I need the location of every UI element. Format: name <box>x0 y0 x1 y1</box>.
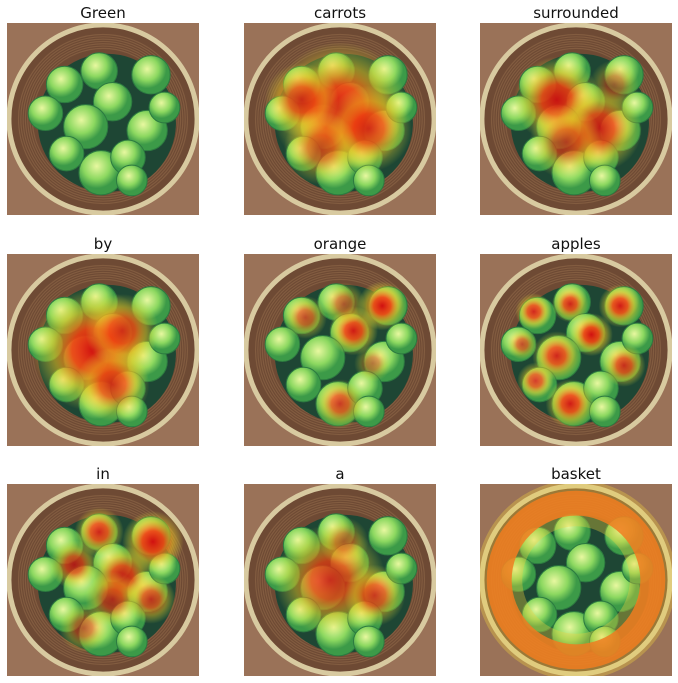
basket-weave <box>259 499 421 661</box>
attention-hotspot <box>283 110 358 185</box>
attention-hotspot <box>551 285 589 323</box>
apple <box>521 596 558 633</box>
apple <box>63 104 109 150</box>
attention-heatmap <box>480 23 672 215</box>
panel-title: in <box>96 465 110 483</box>
basket-weave <box>17 494 189 666</box>
apple <box>131 55 171 95</box>
heatmap-panel <box>244 254 436 446</box>
panel-title: apples <box>551 235 601 253</box>
attention-heatmap <box>244 484 436 676</box>
attention-hotspot <box>75 347 150 422</box>
heatmap-panel <box>7 484 199 676</box>
panel-title: a <box>335 465 345 483</box>
apple <box>300 335 346 381</box>
attention-heatmap <box>480 254 672 446</box>
heatmap-panel <box>7 254 199 446</box>
basket-weave <box>259 38 421 200</box>
basket-weave <box>495 269 657 431</box>
basket-weave <box>22 38 184 200</box>
basket-weave <box>493 267 659 433</box>
apple <box>536 565 582 611</box>
basket-weave <box>22 269 184 431</box>
apple <box>385 322 418 355</box>
panel-title: orange <box>313 235 367 253</box>
apple <box>48 135 85 172</box>
basket-weave <box>257 497 423 663</box>
attention-hotspot <box>126 574 176 624</box>
attention-hotspot <box>602 343 646 387</box>
attention-heatmap <box>7 23 199 215</box>
attention-hotspot <box>84 571 141 627</box>
panel-title: surrounded <box>533 4 619 22</box>
apple <box>285 366 322 403</box>
heatmap-panel <box>244 484 436 676</box>
heatmap-panel <box>244 23 436 215</box>
basket-weave <box>254 33 426 205</box>
basket-weave <box>20 267 186 433</box>
basket-weave <box>20 36 186 202</box>
attention-hotspot <box>589 59 639 110</box>
basket-weave <box>497 40 655 198</box>
apple <box>148 91 181 124</box>
apple <box>115 164 148 197</box>
basket-weave <box>257 267 423 433</box>
attention-ring <box>486 490 666 670</box>
basket-weave <box>24 40 182 198</box>
basket-weave <box>257 36 423 202</box>
attention-hotspot <box>283 295 327 339</box>
attention-hotspot <box>322 282 366 326</box>
apple <box>565 543 606 583</box>
apple <box>368 516 408 556</box>
heatmap-panel <box>7 23 199 215</box>
basket-weave <box>24 271 182 429</box>
basket-weave <box>490 264 662 436</box>
panel-title: carrots <box>313 4 367 22</box>
attention-hotspot <box>515 293 553 331</box>
basket-weave <box>259 269 421 431</box>
apple <box>115 625 148 658</box>
basket-weave <box>490 33 662 205</box>
apple <box>92 82 133 122</box>
basket-weave <box>20 497 186 663</box>
basket-weave <box>493 36 659 202</box>
attention-hotspot <box>529 105 604 179</box>
apple <box>27 95 64 132</box>
heatmap-panel <box>480 484 672 676</box>
attention-hotspot <box>598 284 642 328</box>
basket-weave <box>17 264 189 436</box>
attention-heatmap <box>7 254 199 446</box>
attention-ring-glow <box>480 484 672 676</box>
attention-hotspot <box>49 540 99 590</box>
panel-title: Green <box>80 4 126 22</box>
apple <box>45 65 84 104</box>
panel-title: basket <box>551 465 601 483</box>
basket-weave <box>22 499 184 661</box>
attention-hotspot <box>517 362 555 400</box>
basket-weave <box>495 38 657 200</box>
panel-title: by <box>93 235 113 253</box>
basket-weave <box>254 264 426 436</box>
basket-weave <box>17 33 189 205</box>
basket-weave <box>261 501 419 659</box>
attention-hotspot <box>545 379 595 429</box>
attention-heatmap <box>244 23 436 215</box>
basket-weave <box>254 494 426 666</box>
attention-hotspot <box>354 345 392 382</box>
attention-heatmap <box>7 484 199 676</box>
attention-hotspot <box>319 517 369 567</box>
attention-hotspot <box>315 379 365 429</box>
attention-hotspot <box>506 328 538 360</box>
apple <box>352 625 385 658</box>
heatmap-panel <box>480 23 672 215</box>
heatmap-panel <box>480 254 672 446</box>
attention-hotspot <box>343 564 406 627</box>
attention-heatmap <box>244 254 436 446</box>
apple <box>264 326 301 363</box>
basket-weave <box>261 40 419 198</box>
attention-hotspot <box>569 313 613 357</box>
basket-weave <box>24 501 182 659</box>
attention-heatmap <box>480 484 672 676</box>
